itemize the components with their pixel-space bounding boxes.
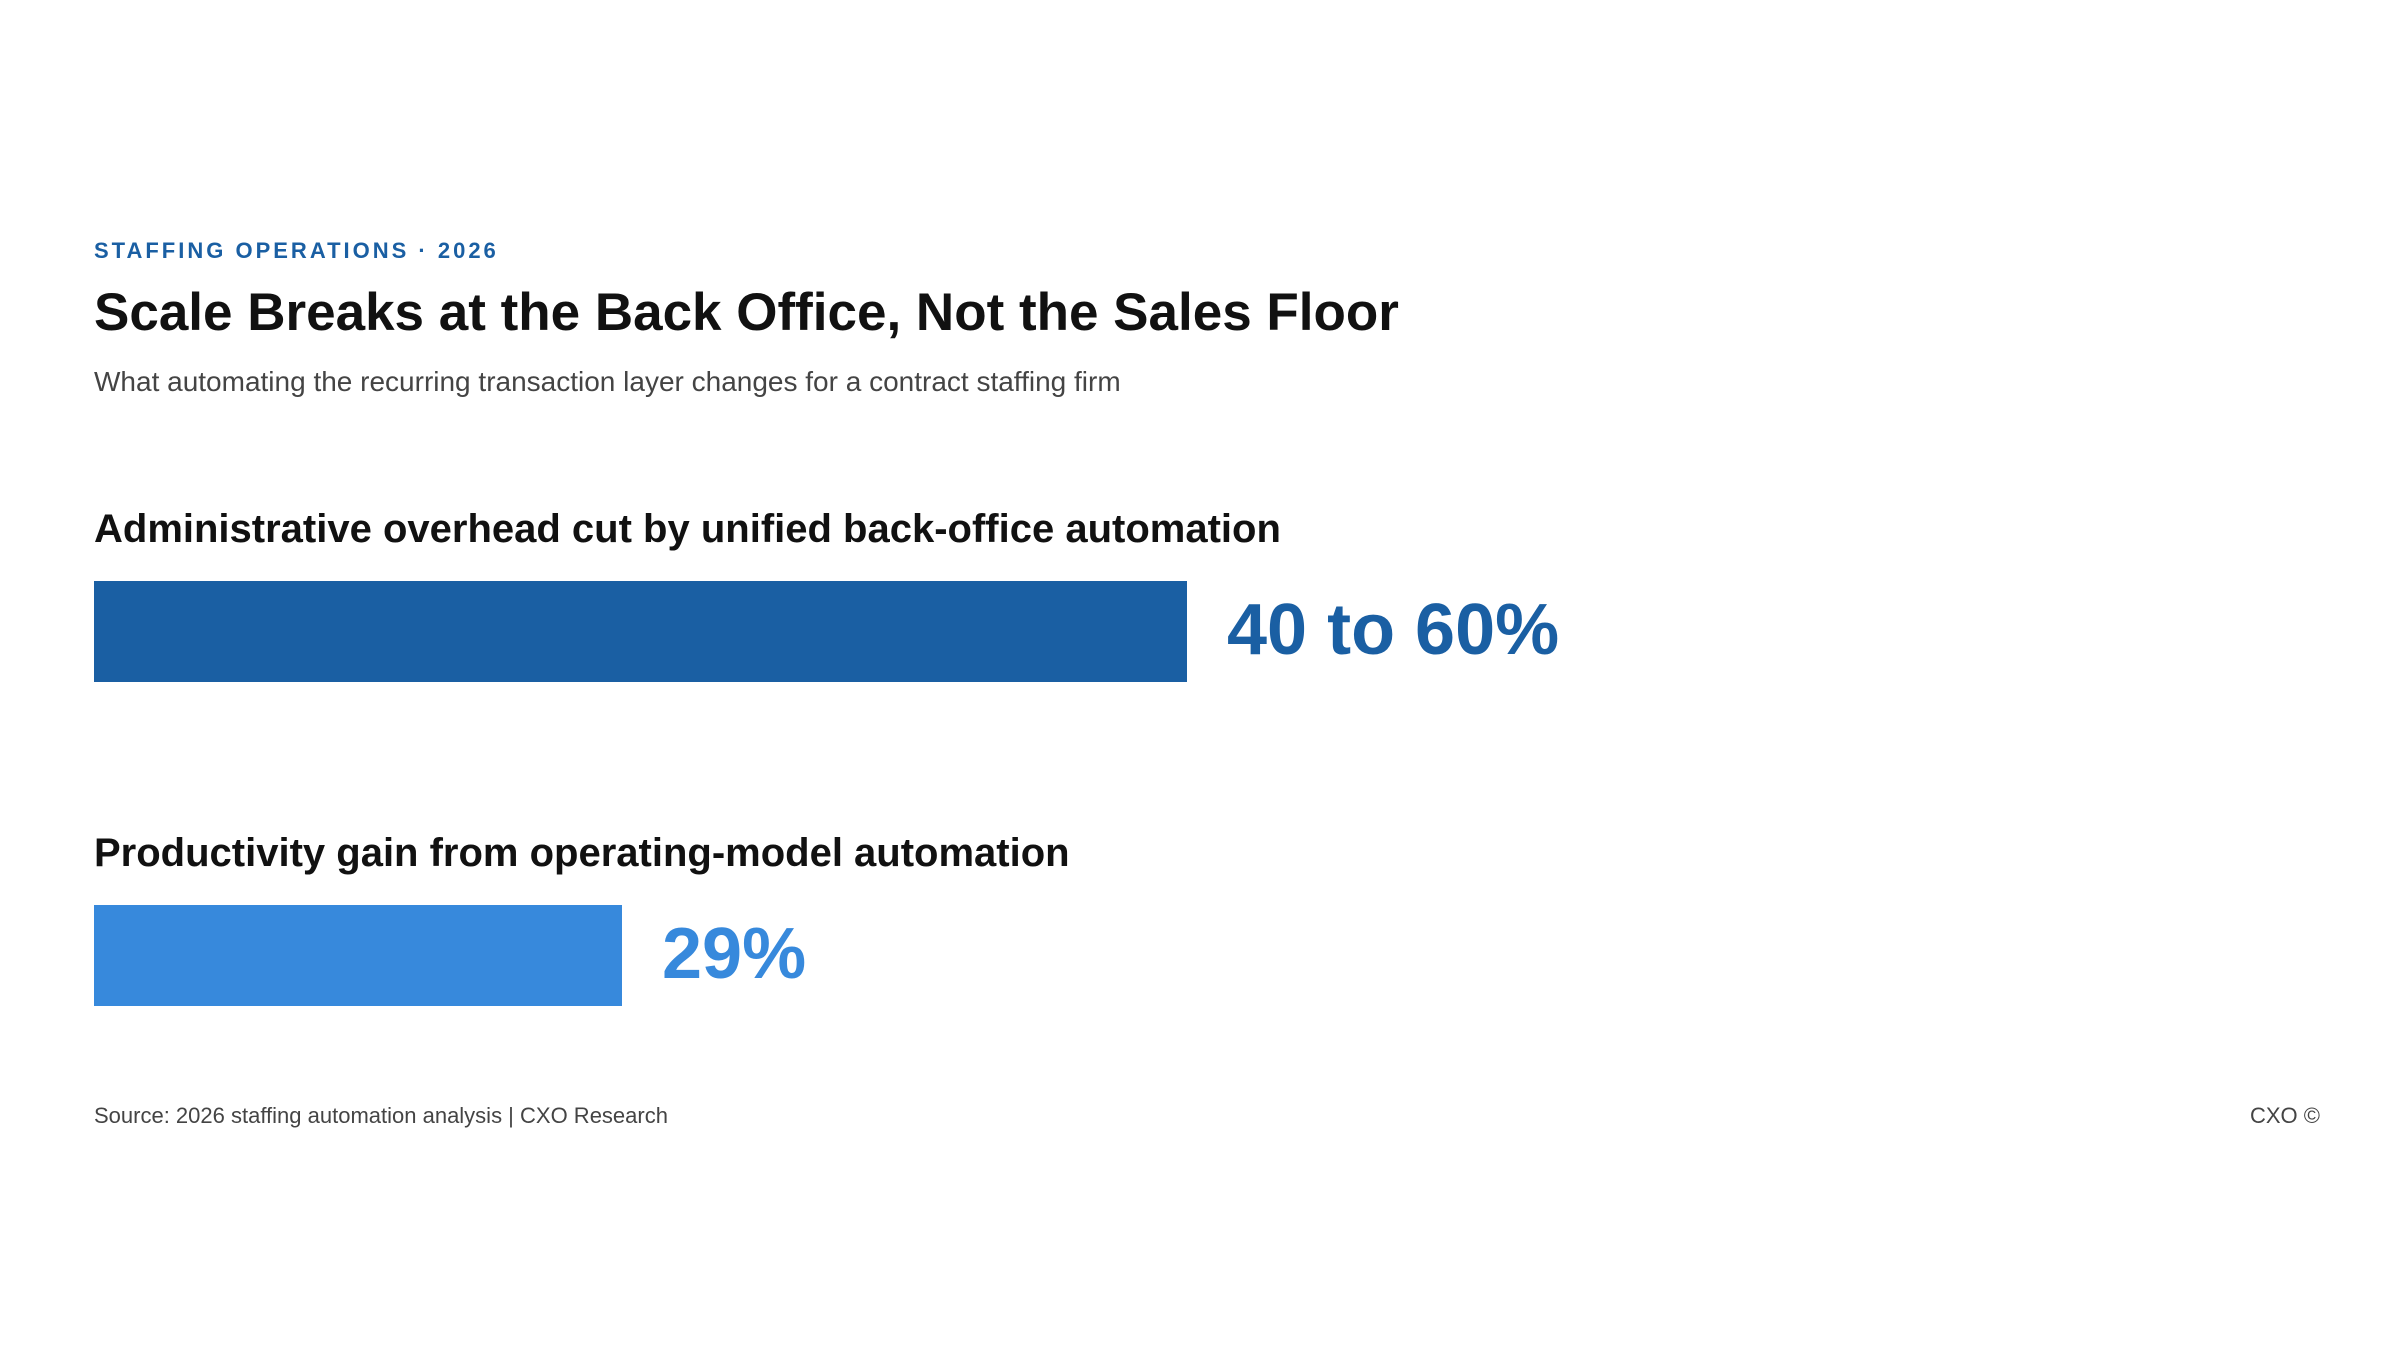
metric-value-overhead: 40 to 60% bbox=[1227, 590, 1560, 670]
metric-value-productivity: 29% bbox=[662, 914, 807, 994]
page-title: Scale Breaks at the Back Office, Not the… bbox=[94, 283, 1399, 342]
bar-overhead bbox=[94, 581, 1187, 682]
eyebrow-label: STAFFING OPERATIONS · 2026 bbox=[94, 238, 499, 263]
metric-label-overhead: Administrative overhead cut by unified b… bbox=[94, 507, 1281, 551]
metric-label-productivity: Productivity gain from operating-model a… bbox=[94, 831, 1070, 875]
copyright-note: CXO © bbox=[2250, 1103, 2320, 1128]
source-note: Source: 2026 staffing automation analysi… bbox=[94, 1103, 668, 1128]
page-subtitle: What automating the recurring transactio… bbox=[94, 366, 1121, 397]
bar-productivity bbox=[94, 905, 622, 1006]
